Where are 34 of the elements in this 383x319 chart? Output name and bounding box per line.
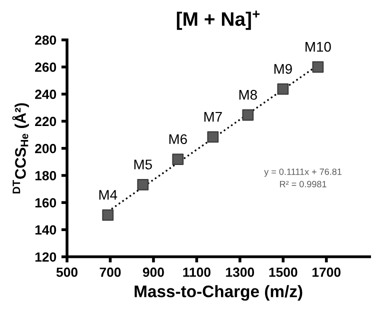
point	[242, 109, 254, 121]
x-tick-label: 500	[56, 268, 78, 277]
x-tick-label: 700	[100, 268, 121, 277]
annotation: M7	[204, 112, 222, 122]
point	[207, 131, 219, 143]
x-tick-label: 1500	[269, 268, 298, 277]
annotation: M6	[169, 134, 187, 144]
y-tick-label: 260	[35, 62, 56, 72]
point	[102, 209, 114, 221]
point	[312, 61, 324, 73]
y-tick-label: 280	[35, 35, 56, 45]
annotation: M4	[99, 190, 118, 200]
x-tick-label: 900	[142, 268, 164, 277]
point	[137, 178, 149, 190]
x-axis-title: Mass-to-Charge (m/z)	[134, 285, 302, 301]
point	[172, 154, 184, 166]
y-tick-label: 120	[35, 252, 56, 262]
point	[277, 83, 289, 95]
y-tick-label: 220	[35, 116, 56, 126]
y-tick-label: 240	[35, 90, 56, 100]
annotation: M5	[134, 160, 152, 170]
chart-title: [M + Na]$^{+}$	[176, 10, 260, 30]
x-tick-label: 1100	[183, 268, 210, 277]
y-tick-label: 140	[35, 225, 56, 235]
annotation: M9	[274, 64, 292, 74]
y-tick-label: 200	[35, 144, 56, 154]
y-tick-label: 180	[35, 171, 56, 180]
y-axis-title: $^{DT}$CCS$_{He}$ (Å²)	[12, 103, 29, 194]
y-tick-label: 160	[35, 198, 56, 208]
annotation: M8	[239, 90, 257, 100]
x-tick-label: 1300	[226, 268, 254, 277]
x-tick-label: 1700	[312, 268, 341, 277]
annotation: M10	[306, 42, 331, 52]
annotation: y = 0.1111x + 76.81 R² = 0.9981	[264, 168, 342, 188]
